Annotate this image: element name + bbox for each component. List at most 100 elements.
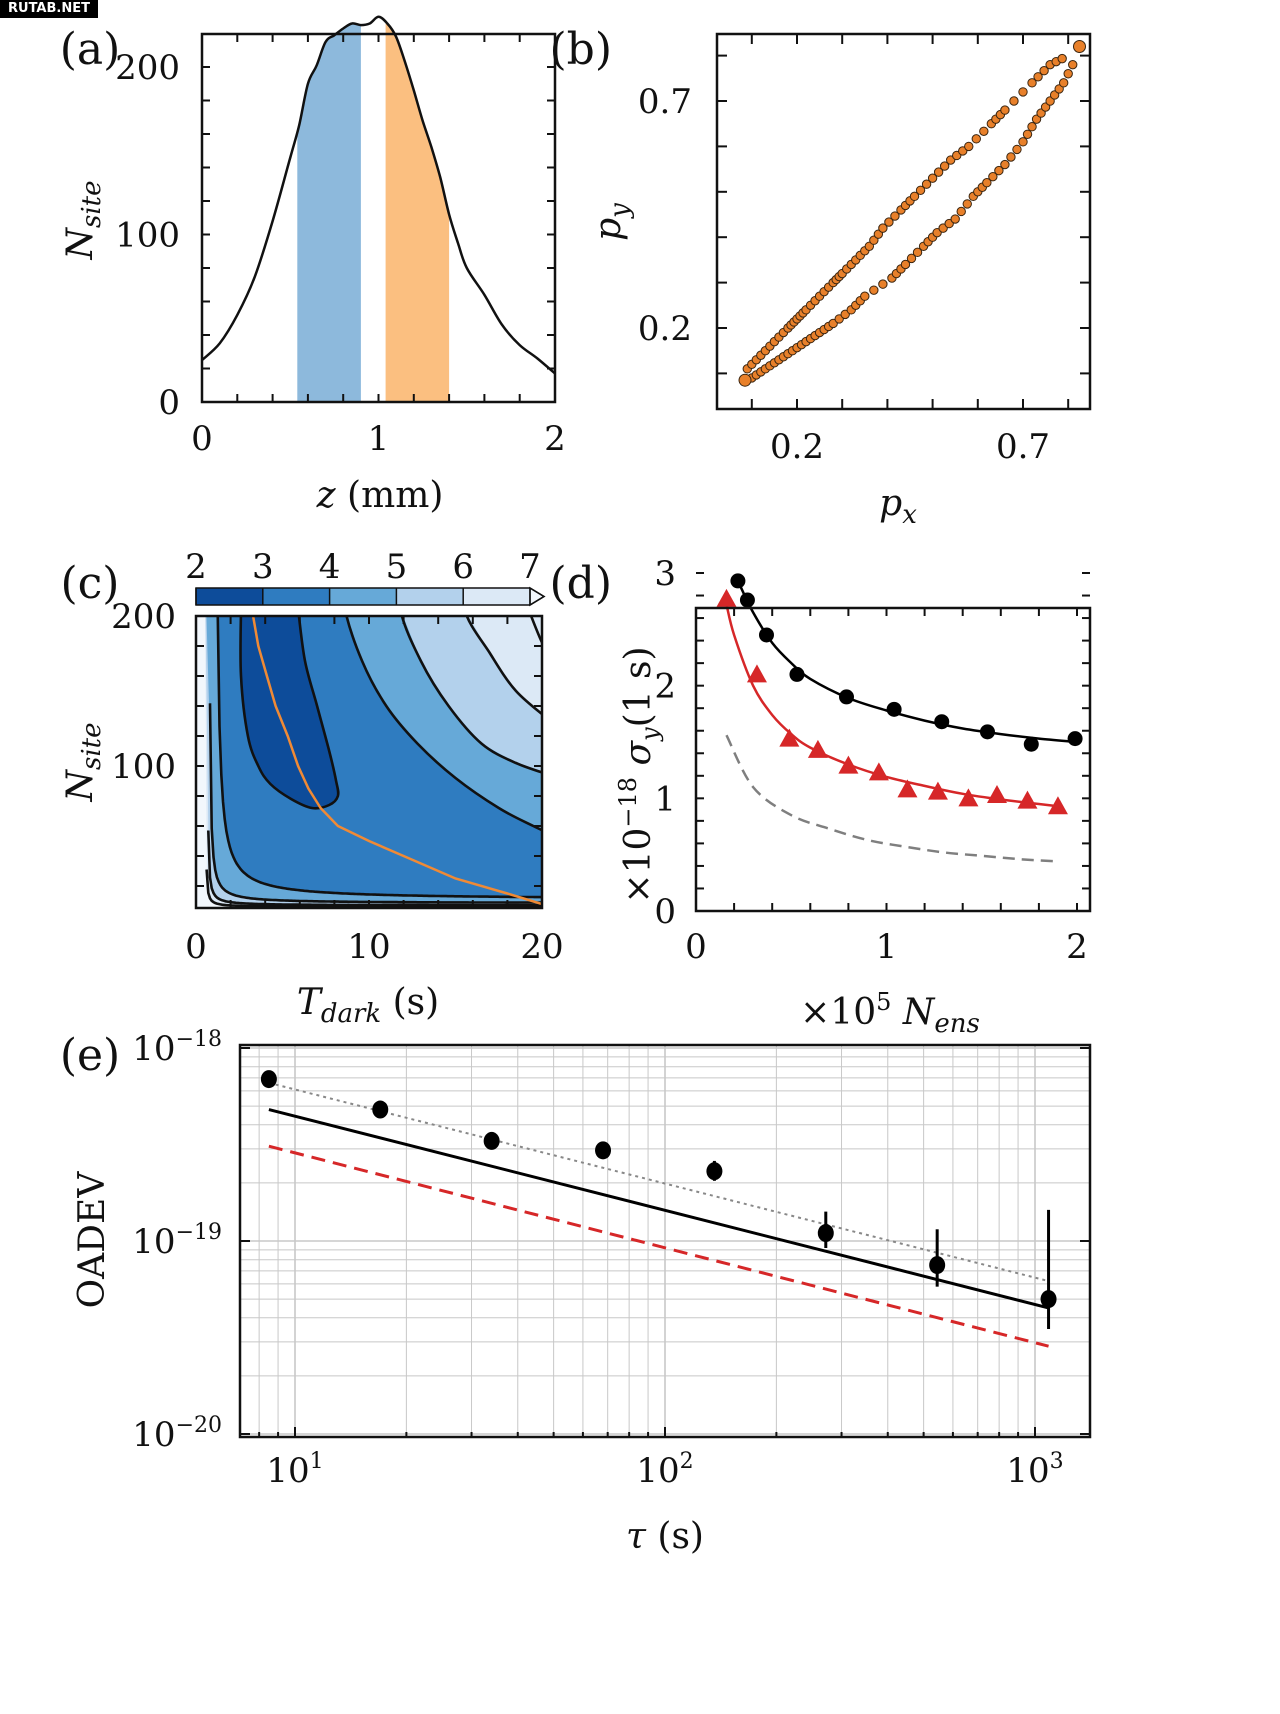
data-point: [260, 1070, 277, 1089]
orange-band: [385, 22, 450, 402]
y-tick-label: 0.7: [638, 82, 692, 122]
x-tick-label: 1: [876, 927, 898, 967]
scatter-point: [1018, 137, 1028, 147]
contour-line: [208, 703, 542, 904]
x-tick-label: 10: [347, 927, 390, 967]
scatter-point: [1000, 159, 1010, 170]
data-point: [595, 1141, 612, 1160]
x-tick-label: 103: [1006, 1449, 1063, 1491]
data-point-circle: [979, 724, 995, 740]
y-axis-label: py: [588, 203, 635, 241]
colorbar-tick-label: 3: [252, 547, 274, 587]
y-axis-label: Nsite: [60, 723, 107, 803]
scatter-point: [909, 191, 920, 202]
data-point-triangle: [779, 728, 800, 747]
axes-frame: [694, 606, 1092, 913]
solid-fit-line: [268, 1108, 1049, 1310]
panel-label: (d): [550, 558, 613, 609]
watermark: RUTAB.NET: [0, 0, 98, 18]
data-point-triangle: [838, 755, 859, 774]
y-tick-label: 0: [654, 892, 676, 932]
x-tick-label: 101: [266, 1449, 323, 1491]
red-dashed-line: [268, 1144, 1049, 1348]
data-point-triangle: [807, 739, 828, 758]
scatter-point: [900, 259, 911, 270]
axes-frame: [715, 32, 1092, 411]
panel-e: 101 102 103 10−18 10−19 10−20 τ (s) OADEV (e): [60, 1027, 1092, 1557]
x-tick-label: 1: [368, 419, 390, 459]
x-axis-label: z (mm): [316, 475, 444, 516]
y-tick-label: 10−20: [132, 1413, 222, 1455]
scatter-point: [1073, 40, 1086, 54]
scatter-point: [1018, 87, 1028, 97]
x-tick-label: 0: [191, 419, 213, 459]
scatter-point: [939, 161, 950, 171]
scatter-point: [962, 199, 972, 209]
distribution-curve: [201, 15, 556, 375]
data-point-triangle: [958, 788, 979, 807]
x-tick-label: 0.2: [770, 427, 824, 467]
scatter-point: [890, 211, 900, 221]
colorbar-segment: [262, 588, 330, 605]
x-tick-label: 0: [185, 927, 207, 967]
scatter-point: [1000, 105, 1010, 115]
contour-line: [400, 616, 542, 774]
contour-line: [465, 616, 542, 716]
y-tick-label: 1: [654, 779, 676, 819]
data-point-circle: [934, 714, 950, 730]
scatter-point: [1058, 78, 1069, 88]
contour-line: [345, 616, 542, 832]
colorbar-tick-label: 7: [519, 547, 541, 587]
panel-label: (e): [60, 1030, 120, 1081]
y-tick-label: 2: [654, 667, 676, 707]
data-point: [929, 1256, 946, 1275]
y-tick-label: 3: [654, 554, 676, 594]
scatter-point: [1009, 96, 1019, 106]
x-axis-label: τ (s): [626, 1516, 704, 1557]
panel-a: 0 1 2 0 100 200 z (mm) Nsite (a): [60, 15, 566, 516]
colorbar-tick-label: 5: [386, 547, 408, 587]
x-axis-label: ×105 Nens: [800, 988, 980, 1039]
data-point-circle: [789, 666, 805, 682]
scatter-point: [878, 279, 888, 289]
y-axis-label: Nsite: [60, 181, 107, 261]
data-point-triangle: [868, 762, 889, 781]
scatter-point: [906, 253, 917, 264]
scatter-point: [884, 217, 894, 227]
scatter-point: [971, 134, 981, 144]
scatter-point: [982, 178, 992, 188]
scatter-point: [933, 167, 944, 177]
scatter-point: [956, 206, 966, 217]
colorbar-tick-label: 4: [319, 547, 341, 587]
data-point-triangle: [746, 664, 767, 683]
data-point-circle: [739, 592, 755, 608]
colorbar-segment: [196, 588, 263, 605]
x-tick-label: 102: [636, 1449, 693, 1491]
data-point-circle: [1067, 731, 1083, 747]
data-point: [483, 1131, 500, 1150]
blue-band: [297, 23, 361, 402]
scatter-point: [860, 291, 870, 301]
y-tick-label: 0.2: [638, 309, 692, 349]
scatter-point: [878, 223, 888, 233]
scatter-point: [1063, 69, 1073, 79]
colorbar-segment: [396, 588, 464, 605]
data-point-circle: [758, 627, 774, 643]
data-point-triangle: [897, 779, 918, 798]
data-point-triangle: [716, 588, 737, 607]
colorbar-extend-arrow: [529, 586, 546, 607]
scatter-point: [921, 179, 932, 189]
y-tick-label: 10−18: [132, 1027, 222, 1069]
scatter-point: [1057, 53, 1067, 64]
y-axis-label: ×10−18 σy(1 s): [614, 646, 664, 903]
scatter-point: [1022, 129, 1033, 139]
data-point-triangle: [1047, 796, 1068, 815]
contour-line: [216, 616, 542, 899]
scatter-point: [1006, 152, 1016, 162]
y-tick-label: 100: [115, 216, 180, 256]
scatter-point: [1027, 78, 1037, 88]
panel-label: (b): [550, 24, 613, 75]
data-point-triangle: [986, 784, 1007, 803]
x-tick-label: 2: [544, 419, 566, 459]
